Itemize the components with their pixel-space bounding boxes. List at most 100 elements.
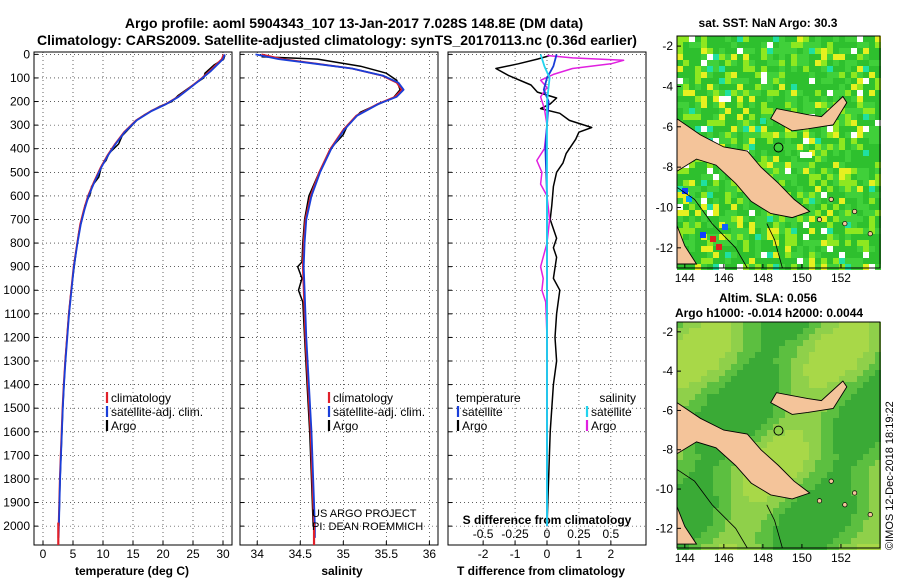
map-field-cell xyxy=(869,96,875,102)
map-field-cell xyxy=(821,430,827,436)
map-field-cell xyxy=(803,246,809,252)
map-field-cell xyxy=(713,252,719,258)
map-field-cell xyxy=(719,228,725,234)
map-field-cell xyxy=(851,204,857,210)
map-field-cell xyxy=(851,84,857,90)
map-field-cell xyxy=(809,496,815,502)
map-field-cell xyxy=(737,240,743,246)
map-field-cell xyxy=(875,234,881,240)
map-field-cell xyxy=(767,222,773,228)
map-field-cell xyxy=(791,78,797,84)
map-field-cell xyxy=(755,150,761,156)
map-field-cell xyxy=(845,114,851,120)
map-field-cell xyxy=(749,126,755,132)
map-field-cell xyxy=(725,246,731,252)
map-field-cell xyxy=(869,328,875,334)
map-field-cell xyxy=(755,72,761,78)
map-field-cell xyxy=(773,340,779,346)
map-field-cell xyxy=(833,234,839,240)
map-field-cell xyxy=(737,490,743,496)
map-field-cell xyxy=(869,502,875,508)
map-field-cell xyxy=(803,264,809,270)
map-field-cell xyxy=(719,192,725,198)
map-field-cell xyxy=(857,472,863,478)
map-field-cell xyxy=(869,538,875,544)
map-field-cell xyxy=(857,346,863,352)
map-field-cell xyxy=(869,48,875,54)
map-field-cell xyxy=(767,126,773,132)
map-field-cell xyxy=(815,448,821,454)
map-field-cell xyxy=(839,36,845,42)
map-field-cell xyxy=(731,180,737,186)
map-field-cell xyxy=(779,180,785,186)
map-field-cell xyxy=(821,460,827,466)
map-field-cell xyxy=(737,132,743,138)
map-field-cell xyxy=(767,520,773,526)
map-field-cell xyxy=(857,496,863,502)
map-field-cell xyxy=(803,418,809,424)
map-field-cell xyxy=(731,340,737,346)
map-field-cell xyxy=(689,448,695,454)
map-field-cell xyxy=(875,222,881,228)
map-field-cell xyxy=(845,436,851,442)
map-field-cell xyxy=(689,186,695,192)
map-field-cell xyxy=(815,484,821,490)
salinity-x-tick-label: 36 xyxy=(423,547,437,561)
map-field-cell xyxy=(719,394,725,400)
map-field-cell xyxy=(839,418,845,424)
map-field-cell xyxy=(827,144,833,150)
map-field-cell xyxy=(785,532,791,538)
map-field-cell xyxy=(683,90,689,96)
map-field-cell xyxy=(857,162,863,168)
map-field-cell xyxy=(851,264,857,270)
map-field-cell xyxy=(857,358,863,364)
map-field-cell xyxy=(791,538,797,544)
map-field-cell xyxy=(761,538,767,544)
map-field-cell xyxy=(839,144,845,150)
map-field-cell xyxy=(851,108,857,114)
map-field-cell xyxy=(743,508,749,514)
map-field-cell xyxy=(743,514,749,520)
map-field-cell xyxy=(725,114,731,120)
map-field-cell xyxy=(701,520,707,526)
map-field-cell xyxy=(845,424,851,430)
map-field-cell xyxy=(761,60,767,66)
map-field-cell xyxy=(809,454,815,460)
map-field-cell xyxy=(737,412,743,418)
map-field-cell xyxy=(839,328,845,334)
map-field-cell xyxy=(725,328,731,334)
map-field-cell xyxy=(821,412,827,418)
map-field-cell xyxy=(875,48,881,54)
map-field-cell xyxy=(761,234,767,240)
map-field-cell xyxy=(725,490,731,496)
map-field-cell xyxy=(863,388,869,394)
map-field-cell xyxy=(743,502,749,508)
map-field-cell xyxy=(719,102,725,108)
map-field-cell xyxy=(845,442,851,448)
map-field-cell xyxy=(851,258,857,264)
map-field-cell xyxy=(761,138,767,144)
map-field-cell xyxy=(749,144,755,150)
map-field-cell xyxy=(743,108,749,114)
map-contour-1 xyxy=(766,223,783,269)
map-field-cell xyxy=(869,108,875,114)
map-field-cell xyxy=(821,216,827,222)
map-field-cell xyxy=(863,340,869,346)
map-x-tick-label: 152 xyxy=(831,551,851,565)
map-field-cell xyxy=(707,472,713,478)
map-field-cell xyxy=(815,358,821,364)
map-field-cell xyxy=(839,138,845,144)
map-field-cell xyxy=(809,442,815,448)
map-field-cell xyxy=(845,460,851,466)
map-field-cell xyxy=(797,508,803,514)
map-field-cell xyxy=(761,322,767,328)
map-field-cell xyxy=(731,126,737,132)
map-field-cell xyxy=(857,264,863,270)
map-field-cell xyxy=(677,198,683,204)
map-field-cell xyxy=(701,376,707,382)
map-field-cell xyxy=(791,532,797,538)
map-field-cell xyxy=(791,520,797,526)
map-field-cell xyxy=(743,424,749,430)
map-field-cell xyxy=(863,138,869,144)
map-field-cell xyxy=(779,42,785,48)
